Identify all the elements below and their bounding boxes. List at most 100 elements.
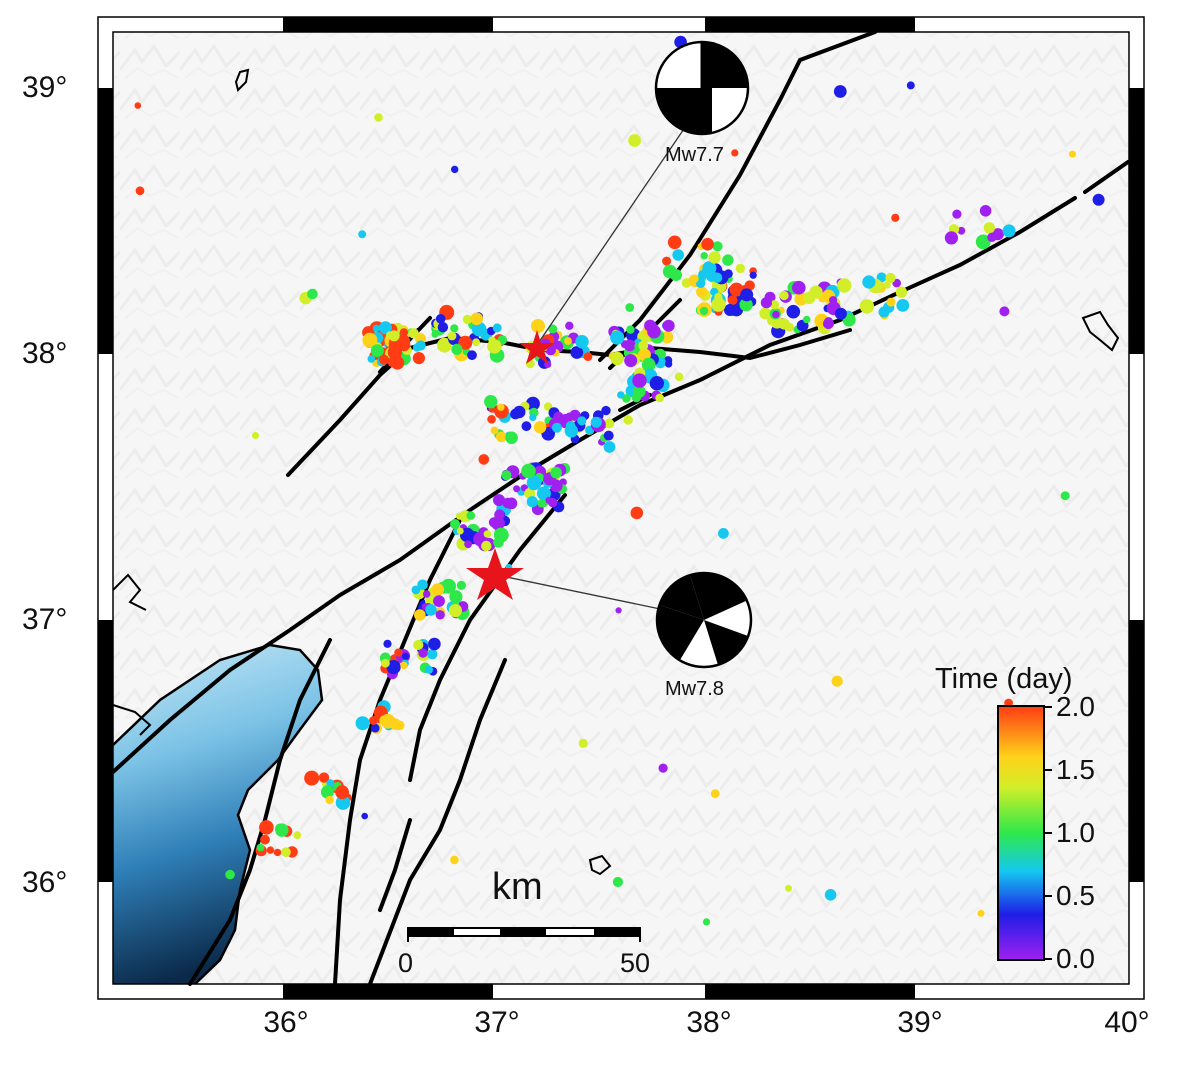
aftershock-dot (1092, 193, 1105, 206)
aftershock-dot (977, 909, 985, 917)
aftershock-dot (809, 285, 823, 299)
aftershock-dot (418, 648, 428, 658)
aftershock-dot (431, 583, 445, 596)
lat-label-37: 37° (22, 603, 68, 636)
aftershock-dot (414, 609, 426, 621)
aftershock-dot (1069, 150, 1076, 158)
aftershock-dot (727, 295, 738, 305)
aftershock-dots (134, 35, 1105, 926)
aftershock-dot (411, 585, 421, 595)
aftershock-dot (466, 511, 476, 520)
scale-start: 0 (398, 948, 414, 978)
aftershock-dot (450, 519, 460, 529)
aftershock-dot (664, 360, 673, 368)
aftershock-dot (957, 226, 966, 235)
aftershock-dot (225, 869, 235, 880)
aftershock-dot (729, 282, 744, 297)
aftershock-dot (565, 321, 574, 330)
aftershock-dot (718, 528, 729, 539)
frame-ticks (98, 17, 1144, 999)
aftershock-dot (702, 918, 711, 926)
aftershock-dot (834, 307, 847, 320)
lat-label-39: 39° (22, 71, 68, 104)
connector-line-mw78 (496, 574, 666, 611)
aftershock-dot (722, 254, 734, 266)
aftershock-dot (370, 344, 384, 358)
aftershock-dot (786, 304, 801, 319)
aftershock-dot (792, 280, 806, 295)
aftershock-dot (658, 763, 668, 773)
aftershock-dot (759, 307, 772, 320)
scale-end: 50 (620, 948, 651, 978)
aftershock-dot (450, 324, 459, 333)
aftershock-dot (712, 241, 723, 252)
aftershock-dot (447, 331, 457, 341)
aftershock-dot (824, 317, 834, 326)
aftershock-dot (464, 540, 472, 549)
aftershock-dot (424, 665, 433, 674)
aftershock-dot (531, 319, 545, 333)
lon-label-40: 40° (1104, 1006, 1150, 1039)
aftershock-dot (493, 527, 509, 543)
aftershock-dot (381, 658, 390, 668)
aftershock-dot (649, 376, 664, 391)
lat-label-38: 38° (22, 337, 68, 370)
aftershock-dot (399, 328, 409, 337)
aftershock-dot (1060, 491, 1070, 501)
aftershock-dot (778, 318, 790, 330)
aftershock-dot (492, 323, 502, 333)
aftershock-dot (590, 416, 602, 428)
aftershock-dot (451, 343, 463, 355)
coastline-inlet (112, 704, 152, 736)
aftershock-dot (487, 339, 502, 354)
aftershock-dot (662, 256, 672, 266)
aftershock-dot (408, 328, 419, 339)
aftershock-dot (372, 324, 380, 332)
aftershock-dot (134, 102, 142, 109)
aftershock-dot (417, 579, 428, 591)
aftershock-dot (711, 297, 726, 312)
aftershock-dot (700, 252, 708, 260)
lat-label-36: 36° (22, 866, 68, 899)
aftershock-dot (304, 770, 320, 786)
aftershock-dot (437, 322, 449, 333)
aftershock-dot (632, 373, 647, 388)
aftershock-dot (256, 843, 265, 852)
aftershock-dot (467, 350, 477, 361)
aftershock-dot (622, 394, 631, 403)
aftershock-dot (895, 286, 908, 298)
aftershock-dot (983, 222, 995, 234)
aftershock-dot (551, 422, 562, 433)
aftershock-dot (252, 432, 259, 439)
aftershock-dot (412, 352, 425, 365)
aftershock-dot (413, 639, 424, 651)
aftershock-dot (739, 298, 753, 312)
connector-line-mw77 (536, 119, 691, 346)
aftershock-dot (307, 288, 318, 300)
aftershock-dot (987, 232, 997, 242)
aftershock-dot (401, 652, 410, 660)
aftershock-dot (624, 354, 638, 368)
aftershock-dot (450, 855, 459, 865)
aftershock-dot (379, 321, 392, 335)
aftershock-dot (690, 275, 699, 283)
aftershock-dot (335, 785, 349, 800)
aftershock-dot (318, 772, 330, 783)
aftershock-dot (570, 346, 584, 359)
aftershock-dot (281, 847, 291, 858)
aftershock-dot (448, 604, 462, 618)
aftershock-dot (760, 297, 773, 309)
outer-frame (97, 16, 1145, 1000)
aftershock-dot (456, 580, 466, 591)
aftershock-dot (484, 395, 498, 409)
river-west (112, 573, 147, 611)
aftershock-dot (625, 303, 635, 312)
aftershock-dot (601, 405, 611, 416)
fault-lines (111, 30, 1130, 986)
aftershock-dot (615, 607, 622, 614)
aftershock-dot (772, 310, 780, 319)
fault-east-anatolian-tip (1083, 160, 1130, 194)
aftershock-dot (496, 431, 507, 443)
aftershock-dot (655, 393, 664, 403)
aftershock-dot (837, 278, 852, 293)
